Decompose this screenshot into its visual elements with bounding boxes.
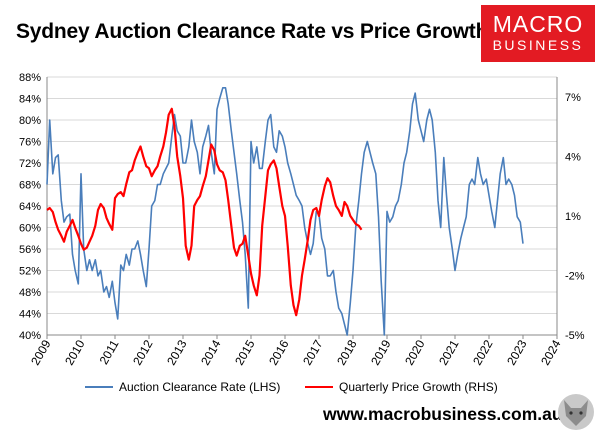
y-right-tick-label: -5%: [565, 330, 585, 342]
y-right-tick-label: 4%: [565, 151, 581, 163]
x-tick-label: 2018: [334, 337, 360, 367]
legend-swatch-price: [305, 386, 333, 388]
fox-logo-icon: [558, 394, 594, 430]
legend-item-clearance: Auction Clearance Rate (LHS): [85, 380, 280, 394]
y-left-tick-label: 48%: [19, 287, 41, 299]
x-tick-label: 2023: [504, 337, 530, 367]
y-left-tick-label: 56%: [19, 244, 41, 256]
x-tick-label: 2016: [266, 337, 292, 367]
series-lines: [46, 87, 524, 336]
y-left-tick-label: 52%: [19, 266, 41, 278]
y-left-tick-label: 84%: [19, 94, 41, 106]
line-chart: 40%44%48%52%56%60%64%68%72%76%80%84%88% …: [19, 72, 585, 368]
x-tick-label: 2022: [470, 337, 496, 367]
x-tick-label: 2015: [232, 337, 258, 367]
logo-line-1: MACRO: [492, 11, 584, 37]
y-left-tick-label: 68%: [19, 180, 41, 192]
series-line-clearance: [46, 87, 524, 336]
chart-title: Sydney Auction Clearance Rate vs Price G…: [16, 20, 489, 43]
right-axis-ticks: -5% -2% 1% 4% 7%: [565, 92, 585, 342]
x-tick-label: 2017: [300, 337, 326, 367]
x-axis-ticks: 2009 2010 2011 2012 2013 2014 2015 2016 2017 2018…: [28, 335, 564, 368]
y-left-tick-label: 64%: [19, 201, 41, 213]
x-tick-label: 2014: [198, 337, 224, 367]
y-left-tick-label: 60%: [19, 223, 41, 235]
y-right-tick-label: -2%: [565, 270, 585, 282]
logo-line-2: BUSINESS: [492, 37, 584, 53]
legend: Auction Clearance Rate (LHS) Quarterly P…: [0, 380, 603, 400]
x-tick-label: 2013: [164, 337, 190, 367]
x-tick-label: 2010: [62, 337, 88, 367]
axes: [46, 77, 558, 336]
legend-label-clearance: Auction Clearance Rate (LHS): [119, 380, 281, 394]
y-left-tick-label: 44%: [19, 309, 41, 321]
macrobusiness-logo: MACRO BUSINESS: [481, 5, 595, 62]
website-url: www.macrobusiness.com.au: [323, 404, 563, 424]
x-tick-label: 2020: [402, 337, 428, 367]
y-left-tick-label: 88%: [19, 72, 41, 84]
series-line-price: [46, 107, 363, 317]
x-tick-label: 2012: [130, 337, 156, 367]
legend-swatch-clearance: [85, 386, 113, 388]
y-left-tick-label: 76%: [19, 137, 41, 149]
legend-item-price: Quarterly Price Growth (RHS): [305, 380, 498, 394]
y-left-tick-label: 40%: [19, 330, 41, 342]
left-axis-ticks: 40% 44% 48% 52% 56% 60% 64% 68% 72% 76% 80% 84% 88%: [19, 72, 41, 342]
x-tick-label: 2024: [538, 337, 564, 367]
y-right-tick-label: 1%: [565, 211, 581, 223]
legend-label-price: Quarterly Price Growth (RHS): [339, 380, 498, 394]
y-left-tick-label: 72%: [19, 158, 41, 170]
x-tick-label: 2021: [436, 337, 462, 367]
x-tick-label: 2019: [368, 337, 394, 367]
x-tick-label: 2011: [97, 337, 122, 367]
y-right-tick-label: 7%: [565, 92, 581, 104]
y-left-tick-label: 80%: [19, 115, 41, 127]
